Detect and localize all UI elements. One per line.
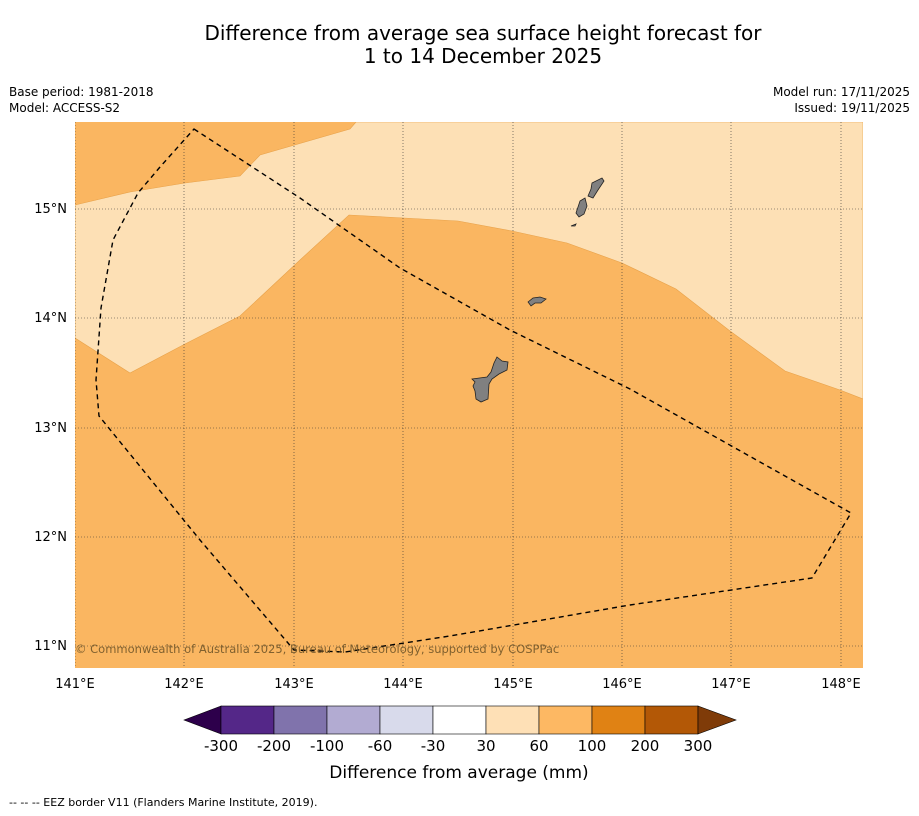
island-aguijan bbox=[570, 223, 577, 227]
band-30-60-region bbox=[75, 122, 863, 400]
map-plot-area: © Commonwealth of Australia 2025, Bureau… bbox=[75, 122, 863, 668]
legend-tick-label: 60 bbox=[529, 737, 548, 755]
legend-tick-label: -200 bbox=[257, 737, 291, 755]
copyright-notice: © Commonwealth of Australia 2025, Bureau… bbox=[75, 642, 559, 656]
legend-tick-label: 30 bbox=[476, 737, 495, 755]
lat-label: 12°N bbox=[34, 530, 67, 545]
lat-label: 11°N bbox=[34, 639, 67, 654]
lat-axis: 15°N 14°N 13°N 12°N 11°N bbox=[34, 202, 67, 654]
lon-label: 142°E bbox=[164, 677, 204, 692]
lon-label: 147°E bbox=[711, 677, 751, 692]
island-guam bbox=[471, 356, 509, 403]
legend-swatch bbox=[220, 705, 275, 735]
legend-swatch bbox=[326, 705, 381, 735]
model-name: Model: ACCESS-S2 bbox=[9, 101, 121, 115]
base-period: Base period: 1981-2018 bbox=[9, 85, 154, 99]
model-run: Model run: 17/11/2025 bbox=[772, 85, 910, 99]
legend-swatch-below-300 bbox=[183, 705, 222, 735]
legend-tick-label: 100 bbox=[578, 737, 607, 755]
lon-label: 143°E bbox=[274, 677, 314, 692]
eez-border bbox=[95, 128, 852, 653]
map-title: Difference from average sea surface heig… bbox=[0, 22, 919, 68]
legend-tick-label: -300 bbox=[204, 737, 238, 755]
lon-label: 144°E bbox=[383, 677, 423, 692]
island-rota bbox=[527, 296, 547, 307]
lon-label: 141°E bbox=[55, 677, 95, 692]
land-masses bbox=[471, 177, 605, 403]
legend-swatch bbox=[485, 705, 540, 735]
legend-swatch bbox=[644, 705, 699, 735]
legend-title: Difference from average (mm) bbox=[329, 763, 588, 783]
legend-swatch bbox=[432, 705, 487, 735]
lat-label: 14°N bbox=[34, 311, 67, 326]
legend-swatch bbox=[591, 705, 646, 735]
meta-left: Base period: 1981-2018 Model: ACCESS-S2 bbox=[9, 84, 154, 116]
eez-footnote: -- -- -- EEZ border V11 (Flanders Marine… bbox=[9, 796, 318, 809]
title-line-1: Difference from average sea surface heig… bbox=[204, 21, 762, 45]
legend-ticks: -300 -200 -100 -60 -30 30 60 100 200 300 bbox=[204, 737, 712, 755]
lon-label: 148°E bbox=[821, 677, 861, 692]
issued-date: Issued: 19/11/2025 bbox=[794, 101, 910, 115]
lon-label: 146°E bbox=[602, 677, 642, 692]
meta-right: Model run: 17/11/2025 Issued: 19/11/2025 bbox=[773, 84, 910, 116]
legend-swatch bbox=[538, 705, 593, 735]
legend-swatch bbox=[273, 705, 328, 735]
legend-tick-label: 200 bbox=[631, 737, 660, 755]
legend-tick-label: -30 bbox=[421, 737, 446, 755]
island-saipan bbox=[587, 177, 605, 199]
lat-label: 15°N bbox=[34, 202, 67, 217]
legend-tick-label: 300 bbox=[684, 737, 713, 755]
graticule bbox=[75, 122, 863, 668]
lat-label: 13°N bbox=[34, 421, 67, 436]
island-tinian bbox=[575, 197, 588, 218]
color-legend bbox=[183, 705, 737, 735]
title-line-2: 1 to 14 December 2025 bbox=[363, 44, 603, 68]
lon-axis: 141°E 142°E 143°E 144°E 145°E 146°E 147°… bbox=[55, 677, 861, 692]
legend-tick-label: -60 bbox=[368, 737, 393, 755]
legend-swatch bbox=[379, 705, 434, 735]
legend-tick-label: -100 bbox=[310, 737, 344, 755]
legend-swatch-above-300 bbox=[697, 705, 737, 735]
lon-label: 145°E bbox=[493, 677, 533, 692]
